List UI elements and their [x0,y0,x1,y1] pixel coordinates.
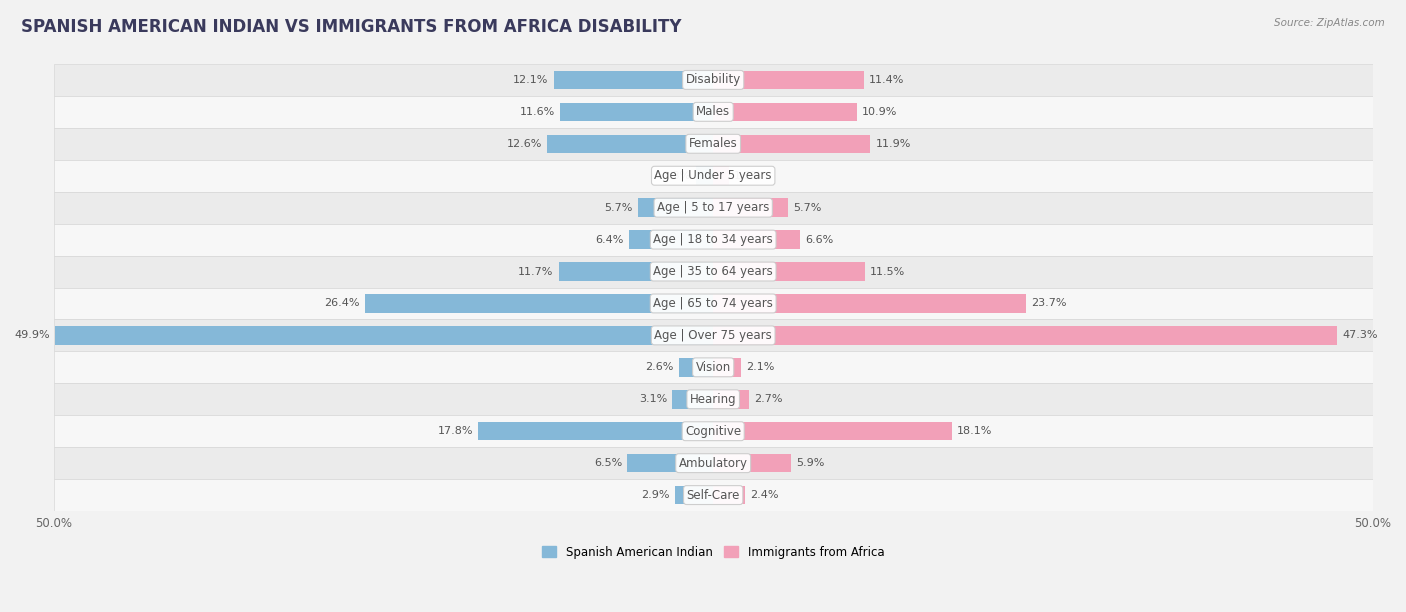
Text: 3.1%: 3.1% [638,394,666,405]
Text: 10.9%: 10.9% [862,107,897,117]
FancyBboxPatch shape [53,64,1372,96]
Text: 17.8%: 17.8% [437,426,474,436]
Bar [713,166,730,185]
Text: Age | Over 75 years: Age | Over 75 years [654,329,772,342]
Text: Disability: Disability [686,73,741,86]
Text: Age | 35 to 64 years: Age | 35 to 64 years [654,265,773,278]
Bar [713,454,792,472]
Text: 49.9%: 49.9% [14,330,51,340]
Bar [366,294,713,313]
Text: 2.1%: 2.1% [747,362,775,372]
Bar [675,486,713,504]
FancyBboxPatch shape [53,415,1372,447]
Text: 12.1%: 12.1% [513,75,548,85]
Text: Self-Care: Self-Care [686,488,740,502]
FancyBboxPatch shape [53,319,1372,351]
Bar [478,422,713,441]
Bar [672,390,713,409]
Text: 5.9%: 5.9% [796,458,825,468]
FancyBboxPatch shape [53,288,1372,319]
Text: 1.3%: 1.3% [662,171,690,181]
Bar [554,70,713,89]
Text: 12.6%: 12.6% [506,139,541,149]
Text: 6.6%: 6.6% [806,234,834,245]
Text: SPANISH AMERICAN INDIAN VS IMMIGRANTS FROM AFRICA DISABILITY: SPANISH AMERICAN INDIAN VS IMMIGRANTS FR… [21,18,682,36]
Text: 26.4%: 26.4% [325,299,360,308]
FancyBboxPatch shape [53,160,1372,192]
Bar [713,103,856,121]
Bar [713,422,952,441]
Text: 2.9%: 2.9% [641,490,669,500]
Bar [713,198,789,217]
Text: Age | 65 to 74 years: Age | 65 to 74 years [654,297,773,310]
FancyBboxPatch shape [53,447,1372,479]
Text: 11.4%: 11.4% [869,75,904,85]
Bar [627,454,713,472]
Bar [638,198,713,217]
Text: 11.7%: 11.7% [519,267,554,277]
FancyBboxPatch shape [53,256,1372,288]
FancyBboxPatch shape [53,128,1372,160]
Text: 11.6%: 11.6% [520,107,555,117]
Text: 5.7%: 5.7% [793,203,823,212]
Bar [560,103,713,121]
Text: 1.2%: 1.2% [734,171,762,181]
FancyBboxPatch shape [53,223,1372,256]
Text: Age | 18 to 34 years: Age | 18 to 34 years [654,233,773,246]
Bar [713,263,865,281]
Bar [713,486,745,504]
Bar [696,166,713,185]
Text: 23.7%: 23.7% [1031,299,1067,308]
Text: Cognitive: Cognitive [685,425,741,438]
Bar [713,294,1026,313]
Bar [713,358,741,376]
Bar [713,230,800,249]
Text: 2.6%: 2.6% [645,362,673,372]
Text: 11.9%: 11.9% [876,139,911,149]
Text: 5.7%: 5.7% [605,203,633,212]
Bar [713,326,1337,345]
Bar [547,135,713,153]
FancyBboxPatch shape [53,96,1372,128]
Text: Hearing: Hearing [690,393,737,406]
Text: 47.3%: 47.3% [1343,330,1378,340]
Text: 18.1%: 18.1% [957,426,993,436]
Bar [55,326,713,345]
Text: Males: Males [696,105,730,118]
Bar [713,70,863,89]
Text: Females: Females [689,137,738,151]
Text: 2.7%: 2.7% [754,394,783,405]
FancyBboxPatch shape [53,351,1372,383]
FancyBboxPatch shape [53,479,1372,511]
Bar [713,390,749,409]
Text: 2.4%: 2.4% [751,490,779,500]
Text: 6.4%: 6.4% [595,234,623,245]
Text: Age | 5 to 17 years: Age | 5 to 17 years [657,201,769,214]
Text: Ambulatory: Ambulatory [679,457,748,469]
Text: Vision: Vision [696,361,731,374]
Text: 11.5%: 11.5% [870,267,905,277]
Bar [679,358,713,376]
FancyBboxPatch shape [53,192,1372,223]
Bar [628,230,713,249]
Legend: Spanish American Indian, Immigrants from Africa: Spanish American Indian, Immigrants from… [537,541,889,563]
Bar [560,263,713,281]
Text: 6.5%: 6.5% [593,458,623,468]
Text: Age | Under 5 years: Age | Under 5 years [654,170,772,182]
FancyBboxPatch shape [53,383,1372,415]
Bar [713,135,870,153]
Text: Source: ZipAtlas.com: Source: ZipAtlas.com [1274,18,1385,28]
